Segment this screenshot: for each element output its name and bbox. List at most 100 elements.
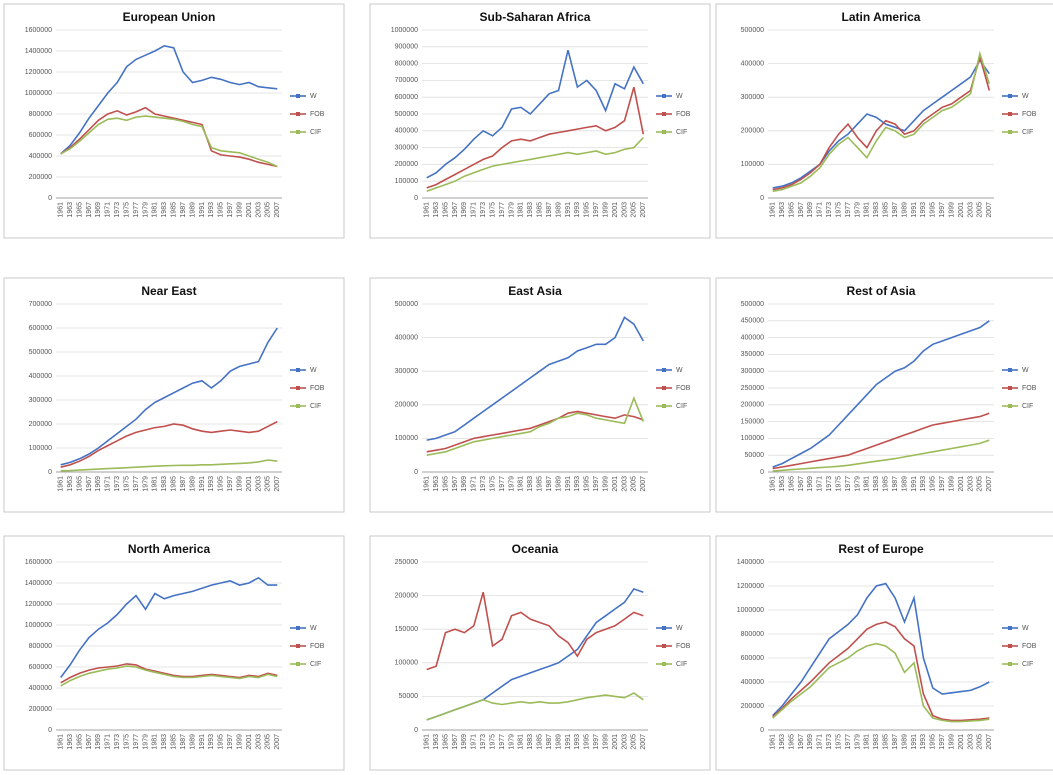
y-tick-label: 200000 bbox=[395, 402, 418, 409]
x-tick-label: 2001 bbox=[246, 476, 253, 492]
x-tick-label: 1983 bbox=[873, 734, 880, 750]
x-tick-label: 1965 bbox=[442, 476, 449, 492]
panel bbox=[715, 535, 1053, 771]
y-tick-label: 300000 bbox=[395, 144, 418, 151]
legend-label: CIF bbox=[310, 661, 321, 668]
x-tick-label: 1995 bbox=[218, 202, 225, 218]
legend-label: FOB bbox=[676, 385, 691, 392]
x-tick-label: 1961 bbox=[424, 476, 431, 492]
x-tick-label: 1973 bbox=[114, 202, 121, 218]
y-tick-label: 200000 bbox=[741, 128, 764, 135]
x-tick-label: 2007 bbox=[640, 734, 647, 750]
x-tick-label: 1961 bbox=[58, 476, 65, 492]
x-tick-label: 1971 bbox=[105, 476, 112, 492]
x-tick-label: 2003 bbox=[621, 476, 628, 492]
y-tick-label: 800000 bbox=[741, 631, 764, 638]
x-tick-label: 2005 bbox=[265, 202, 272, 218]
y-tick-label: 600000 bbox=[29, 325, 52, 332]
x-tick-label: 1993 bbox=[208, 734, 215, 750]
x-tick-label: 1997 bbox=[593, 476, 600, 492]
x-tick-label: 1971 bbox=[105, 734, 112, 750]
series-line bbox=[60, 44, 278, 155]
x-tick-label: 2007 bbox=[274, 734, 281, 750]
series-line bbox=[772, 439, 990, 472]
x-tick-label: 1973 bbox=[826, 202, 833, 218]
legend-label: CIF bbox=[310, 129, 321, 136]
y-tick-label: 400000 bbox=[395, 334, 418, 341]
series-line bbox=[60, 665, 278, 687]
x-tick-label: 1971 bbox=[471, 734, 478, 750]
x-tick-label: 1987 bbox=[180, 476, 187, 492]
y-tick-label: 0 bbox=[48, 727, 52, 734]
x-tick-label: 1979 bbox=[854, 734, 861, 750]
x-tick-label: 1991 bbox=[911, 734, 918, 750]
x-tick-label: 1985 bbox=[537, 734, 544, 750]
series-line bbox=[60, 576, 278, 678]
x-tick-label: 1975 bbox=[489, 734, 496, 750]
x-tick-label: 2003 bbox=[255, 734, 262, 750]
chart-title: Sub-Saharan Africa bbox=[480, 10, 591, 24]
x-tick-label: 1991 bbox=[911, 202, 918, 218]
series-line bbox=[426, 395, 645, 456]
x-tick-label: 2003 bbox=[967, 734, 974, 750]
y-tick-label: 200000 bbox=[29, 706, 52, 713]
y-tick-label: 350000 bbox=[741, 351, 764, 358]
y-tick-label: 250000 bbox=[741, 385, 764, 392]
x-tick-label: 1991 bbox=[199, 476, 206, 492]
chart-title: Near East bbox=[141, 284, 196, 298]
x-tick-label: 1989 bbox=[189, 734, 196, 750]
x-tick-label: 1975 bbox=[123, 202, 130, 218]
x-tick-label: 1979 bbox=[142, 476, 149, 492]
x-tick-label: 1981 bbox=[518, 734, 525, 750]
x-tick-label: 1975 bbox=[835, 476, 842, 492]
x-tick-label: 1987 bbox=[892, 202, 899, 218]
x-tick-label: 1999 bbox=[236, 476, 243, 492]
legend-label: CIF bbox=[676, 661, 687, 668]
y-tick-label: 150000 bbox=[395, 626, 418, 633]
x-tick-label: 1965 bbox=[788, 202, 795, 218]
x-tick-label: 2005 bbox=[265, 476, 272, 492]
series-line bbox=[772, 621, 990, 722]
x-tick-label: 1965 bbox=[788, 734, 795, 750]
series-line bbox=[60, 327, 278, 466]
y-tick-label: 300000 bbox=[741, 368, 764, 375]
x-tick-label: 1967 bbox=[86, 734, 93, 750]
x-tick-label: 1997 bbox=[939, 476, 946, 492]
x-tick-label: 1961 bbox=[58, 734, 65, 750]
chart-title: Latin America bbox=[842, 10, 921, 24]
x-tick-label: 1961 bbox=[770, 734, 777, 750]
x-tick-label: 1991 bbox=[565, 476, 572, 492]
series-line bbox=[772, 58, 990, 189]
x-tick-label: 1989 bbox=[901, 202, 908, 218]
x-tick-label: 2003 bbox=[967, 476, 974, 492]
x-tick-label: 1963 bbox=[67, 734, 74, 750]
x-tick-label: 2001 bbox=[958, 476, 965, 492]
x-tick-label: 1985 bbox=[171, 202, 178, 218]
legend-label: FOB bbox=[676, 111, 691, 118]
y-tick-label: 600000 bbox=[29, 132, 52, 139]
panel bbox=[369, 3, 711, 239]
x-tick-label: 2005 bbox=[631, 476, 638, 492]
legend-marker bbox=[1008, 386, 1012, 390]
legend-marker bbox=[662, 626, 666, 630]
x-tick-label: 1971 bbox=[817, 202, 824, 218]
x-tick-label: 1991 bbox=[565, 734, 572, 750]
x-tick-label: 2005 bbox=[977, 476, 984, 492]
x-tick-label: 1969 bbox=[95, 202, 102, 218]
x-tick-label: 1973 bbox=[114, 476, 121, 492]
y-tick-label: 1000000 bbox=[25, 90, 52, 97]
x-tick-label: 1979 bbox=[508, 202, 515, 218]
x-tick-label: 1995 bbox=[584, 202, 591, 218]
series-line bbox=[426, 591, 644, 671]
series-line bbox=[426, 136, 644, 193]
series-line bbox=[426, 86, 645, 189]
legend-label: CIF bbox=[1022, 661, 1033, 668]
x-tick-label: 1997 bbox=[593, 734, 600, 750]
y-tick-label: 200000 bbox=[741, 402, 764, 409]
legend-label: CIF bbox=[676, 403, 687, 410]
x-tick-label: 1969 bbox=[461, 202, 468, 218]
y-tick-label: 300000 bbox=[741, 94, 764, 101]
x-tick-label: 1995 bbox=[584, 734, 591, 750]
x-tick-label: 1967 bbox=[798, 476, 805, 492]
x-tick-label: 2003 bbox=[967, 202, 974, 218]
